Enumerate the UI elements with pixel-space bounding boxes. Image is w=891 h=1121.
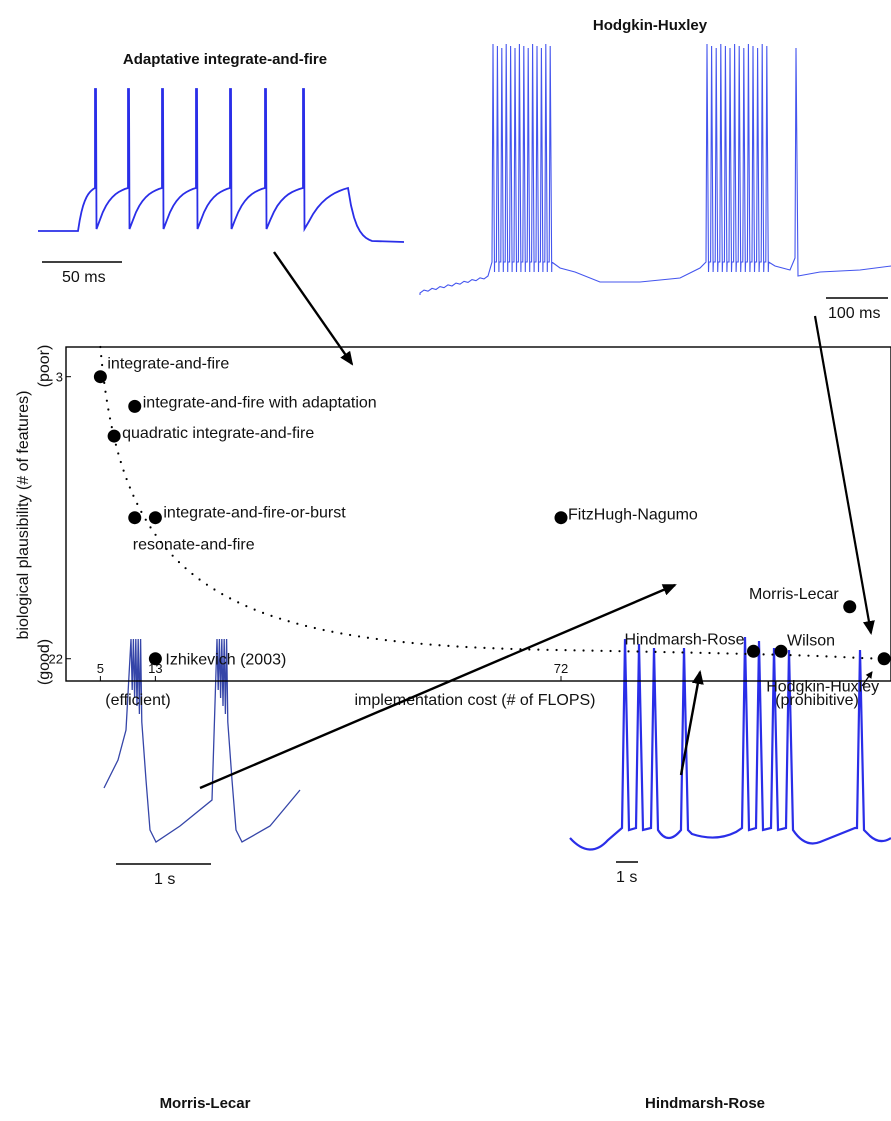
- model-point: [128, 511, 142, 525]
- hh-label-arrow: [861, 671, 873, 687]
- model-point: [747, 644, 760, 658]
- model-points: [93, 370, 891, 666]
- model-point-label: integrate-and-fire: [107, 356, 229, 373]
- model-point: [107, 429, 121, 443]
- model-point: [877, 652, 891, 666]
- model-point-label: Hodgkin-Huxley: [766, 679, 879, 696]
- hr-scale-label: 1 s: [616, 869, 637, 886]
- model-point-label: integrate-and-fire-or-burst: [163, 505, 346, 522]
- y-tick-label: 3: [56, 370, 63, 385]
- model-point: [148, 511, 162, 525]
- aif-scale-label: 50 ms: [62, 269, 106, 286]
- hr-voltage-trace: [569, 636, 891, 851]
- model-point: [774, 644, 788, 658]
- aif-panel-title: Adaptative integrate-and-fire: [123, 51, 327, 68]
- model-labels: integrate-and-fire integrate-and-fire wit…: [107, 356, 879, 696]
- model-point: [148, 652, 162, 666]
- x-left-end-label: (efficient): [105, 692, 171, 709]
- ml-panel-title: Morris-Lecar: [160, 1095, 251, 1112]
- ml-scale-label: 1 s: [154, 871, 175, 888]
- ml-pointer-arrow: [199, 583, 677, 790]
- model-point: [128, 399, 142, 413]
- model-point-label: integrate-and-fire with adaptation: [143, 394, 377, 411]
- model-point-label: Wilson: [787, 632, 835, 649]
- model-point: [554, 511, 568, 525]
- x-right-end-label: (prohibitive): [775, 692, 859, 709]
- y-axis-title: biological plausibility (# of features): [15, 390, 32, 639]
- ml-voltage-trace: [103, 638, 301, 843]
- y-top-end-label: (poor): [36, 345, 53, 388]
- hh-panel-title: Hodgkin-Huxley: [593, 17, 708, 34]
- hh-scale-label: 100 ms: [828, 305, 880, 322]
- x-tick-label: 5: [97, 661, 104, 676]
- model-point: [843, 600, 857, 614]
- x-tick-label: 72: [554, 661, 568, 676]
- model-point-label: quadratic integrate-and-fire: [122, 425, 314, 442]
- model-point-label: Izhikevich (2003): [165, 652, 286, 669]
- y-tick-label: 22: [49, 652, 63, 667]
- y-bottom-end-label: (good): [36, 639, 53, 685]
- model-point-label: Morris-Lecar: [749, 586, 839, 603]
- hh-pointer-arrow: [813, 315, 875, 635]
- hr-pointer-arrow: [679, 670, 704, 776]
- model-point-label: resonate-and-fire: [133, 537, 255, 554]
- aif-pointer-arrow: [273, 251, 354, 366]
- axis-ticks: 5 13 72 3 22: [49, 370, 568, 681]
- aif-voltage-trace: [38, 88, 405, 243]
- model-point-label: FitzHugh-Nagumo: [568, 507, 698, 524]
- model-point-label: Hindmarsh-Rose: [624, 631, 744, 648]
- plot-frame: [65, 346, 891, 682]
- tradeoff-curve: [99, 345, 886, 660]
- hh-voltage-trace: [419, 43, 891, 295]
- model-point: [93, 370, 107, 384]
- hr-panel-title: Hindmarsh-Rose: [645, 1095, 765, 1112]
- x-tick-label: 13: [148, 661, 162, 676]
